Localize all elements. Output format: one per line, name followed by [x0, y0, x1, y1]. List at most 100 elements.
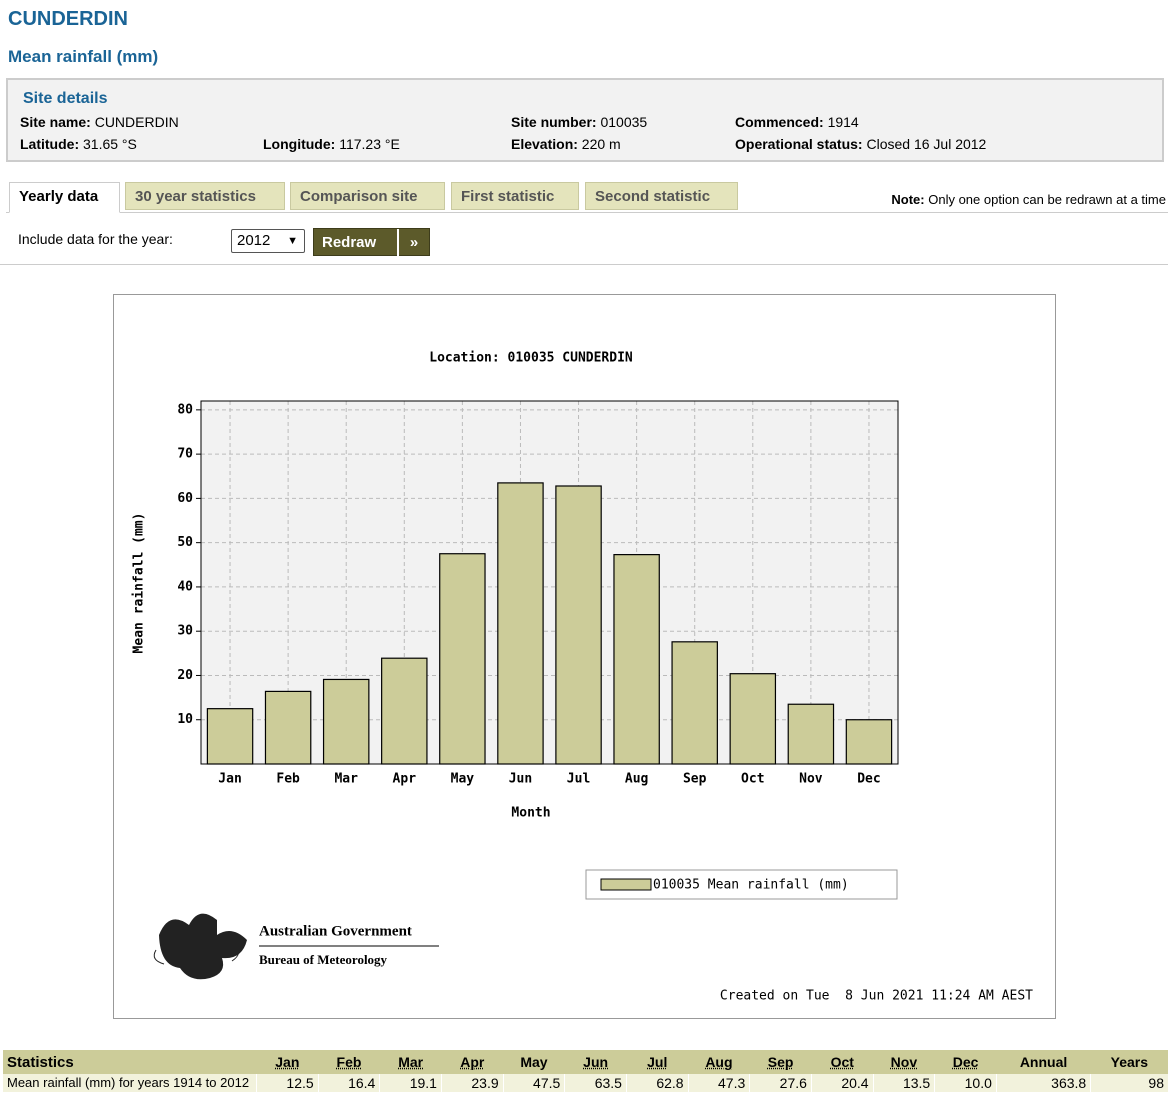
field: Elevation: 220 m [511, 136, 621, 152]
cell: 63.5 [564, 1074, 627, 1092]
field-value: 31.65 °S [83, 136, 137, 152]
logo-text: Australian Government [259, 923, 412, 939]
cell: 13.5 [872, 1074, 935, 1092]
field-label: Elevation: [511, 136, 578, 152]
bar [787, 703, 835, 765]
y-tick-label: 40 [177, 579, 193, 594]
x-tick-label: Aug [625, 772, 648, 787]
tab[interactable]: Second statistic [585, 182, 738, 210]
cell: 27.6 [749, 1074, 812, 1092]
tab[interactable]: 30 year statistics [125, 182, 285, 210]
column-header: Feb [318, 1050, 380, 1074]
dropdown-arrow: ▼ [287, 235, 298, 247]
x-tick-label: Apr [393, 772, 417, 787]
note-label: Note: [891, 192, 925, 207]
year-select[interactable]: 2012 ▼ [231, 229, 305, 253]
field-label: Commenced: [735, 114, 824, 130]
cell: 16.4 [317, 1074, 380, 1092]
year-label: Include data for the year: [18, 231, 173, 247]
cell: 62.8 [625, 1074, 689, 1092]
y-axis-label: Mean rainfall (mm) [132, 513, 147, 654]
row-label: Mean rainfall (mm) for years 1914 to 201… [3, 1074, 257, 1092]
field-value: CUNDERDIN [94, 114, 179, 130]
tab[interactable]: First statistic [451, 182, 579, 210]
y-tick-label: 80 [177, 402, 193, 417]
field-label: Latitude: [20, 136, 80, 152]
bar [206, 708, 254, 765]
tab[interactable]: Comparison site [290, 182, 445, 210]
header-text: Aug [705, 1054, 733, 1070]
y-tick-label: 70 [177, 447, 193, 462]
field: Site number: 010035 [511, 114, 647, 130]
x-tick-label: Sep [683, 772, 707, 787]
bar [381, 657, 428, 765]
header-text: Mar [398, 1054, 424, 1070]
redraw-button[interactable]: Redraw » [313, 228, 430, 257]
x-axis-label: Month [511, 806, 550, 821]
field-label: Site number: [511, 114, 597, 130]
legend-label: 010035 Mean rainfall (mm) [653, 878, 849, 893]
column-header: Jul [626, 1050, 689, 1074]
field-label: Longitude: [263, 136, 336, 152]
y-tick-label: 50 [177, 535, 193, 550]
bar [497, 482, 544, 765]
created-note: Created on Tue 8 Jun 2021 11:24 AM AEST [720, 989, 1033, 1004]
field: Latitude: 31.65 °S [20, 136, 137, 152]
header-text: May [520, 1054, 548, 1070]
bar [729, 673, 777, 765]
x-tick-label: Jan [218, 772, 241, 787]
field-value: 220 m [581, 136, 621, 152]
header-row: Statistics Jan Feb Mar Apr May Jun Jul Aug Sep Oct… [3, 1050, 1168, 1074]
x-tick-label: May [451, 772, 475, 787]
field-label: Site name: [20, 114, 91, 130]
column-header: Dec [934, 1050, 997, 1074]
x-tick-label: Oct [741, 772, 764, 787]
year-value: 2012 [237, 232, 271, 249]
page-title: CUNDERDIN [8, 8, 128, 30]
field-value: 010035 [600, 114, 648, 130]
column-header: Oct [811, 1050, 874, 1074]
header-text: Oct [830, 1054, 854, 1070]
button-arrow: » [397, 229, 429, 257]
bar [671, 641, 718, 765]
bar [613, 554, 660, 765]
column-header: Sep [749, 1050, 812, 1074]
tab-line [6, 212, 1168, 213]
cell: 19.1 [379, 1074, 442, 1092]
tab[interactable]: Yearly data [9, 182, 120, 213]
column-header: Mar [379, 1050, 442, 1074]
field: Longitude: 117.23 °E [263, 136, 400, 152]
legend-swatch [600, 878, 652, 891]
column-header: Apr [441, 1050, 504, 1074]
logo-text: Bureau of Meteorology [259, 952, 388, 967]
field: Operational status: Closed 16 Jul 2012 [735, 136, 986, 152]
cell: 12.5 [256, 1074, 319, 1092]
plot-area [201, 401, 898, 764]
bar [845, 719, 893, 765]
bar [322, 678, 370, 765]
cell: 20.4 [810, 1074, 874, 1092]
chart-title: Location: 010035 CUNDERDIN [429, 351, 633, 366]
header-text: Years [1110, 1054, 1149, 1070]
cell: 47.5 [502, 1074, 565, 1092]
plot-border [200, 400, 899, 765]
chart: Location: 010035 CUNDERDIN Month Mean ra… [132, 351, 1034, 1004]
header-text: Jun [583, 1054, 609, 1070]
field-value: Closed 16 Jul 2012 [866, 136, 987, 152]
header-text: Jul [647, 1054, 668, 1070]
column-header: Statistics [3, 1050, 257, 1074]
column-header: Jun [564, 1050, 627, 1074]
bar [439, 553, 486, 765]
field: Commenced: 1914 [735, 114, 859, 130]
cell: 98 [1090, 1074, 1168, 1092]
y-tick-label: 60 [177, 491, 193, 506]
x-tick-label: Mar [334, 772, 358, 787]
cell: 23.9 [440, 1074, 504, 1092]
site-details: Site details Site name: CUNDERDIN Site n… [6, 78, 1164, 162]
statistics-table: Statistics Jan Feb Mar Apr May Jun Jul Aug Sep Oct… [3, 1050, 1168, 1092]
field: Site name: CUNDERDIN [20, 114, 179, 130]
button-text: Redraw [322, 234, 377, 251]
page-subtitle: Mean rainfall (mm) [8, 47, 159, 66]
header-text: Dec [952, 1054, 979, 1070]
crest [153, 913, 247, 980]
